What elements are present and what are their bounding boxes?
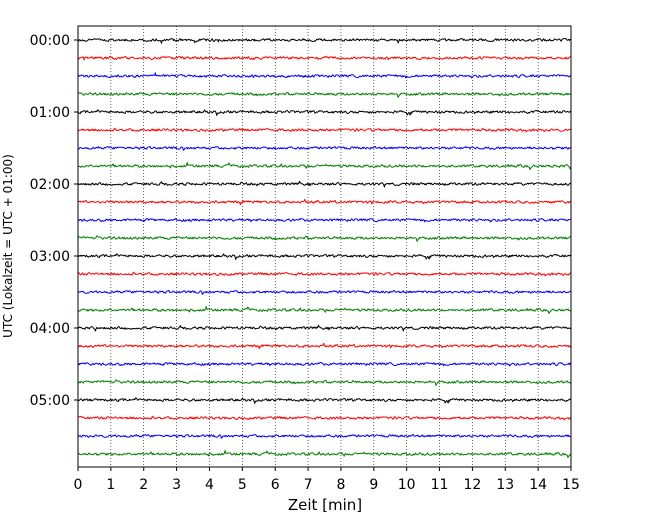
trace-0230 — [77, 218, 572, 223]
x-tick-label: 1 — [106, 477, 115, 493]
trace-0015 — [77, 55, 572, 61]
y-tick-label: 04:00 — [30, 321, 70, 337]
trace-0345 — [77, 305, 572, 315]
y-axis-ticks: 00:00 01:00 02:00 03:00 04:00 05:00 — [30, 33, 78, 409]
x-axis-ticks: 0 1 2 3 4 5 6 7 8 9 10 11 12 13 14 15 — [74, 467, 580, 493]
trace-0030 — [77, 72, 572, 79]
trace-0500 — [77, 397, 572, 404]
trace-0245 — [77, 235, 572, 242]
x-tick-label: 10 — [398, 477, 416, 493]
y-tick-label: 01:00 — [30, 105, 70, 121]
trace-0315 — [77, 271, 572, 277]
trace-0545 — [77, 449, 572, 459]
x-tick-label: 4 — [205, 477, 214, 493]
trace-0530 — [77, 433, 572, 439]
trace-0300 — [77, 253, 572, 260]
trace-0515 — [77, 415, 572, 421]
trace-0000 — [77, 38, 572, 44]
trace-0130 — [77, 145, 572, 151]
y-tick-label: 00:00 — [30, 33, 70, 49]
trace-0045 — [77, 91, 572, 98]
plot-frame — [77, 25, 572, 468]
x-tick-label: 13 — [496, 477, 514, 493]
trace-0330 — [77, 289, 571, 295]
trace-0400 — [77, 324, 572, 332]
trace-0430 — [77, 362, 572, 367]
x-tick-label: 8 — [336, 477, 345, 493]
x-tick-label: 3 — [172, 477, 181, 493]
x-tick-label: 7 — [304, 477, 313, 493]
x-tick-label: 11 — [431, 477, 449, 493]
x-tick-label: 0 — [74, 477, 83, 493]
plot-background — [78, 26, 571, 467]
trace-0445 — [77, 379, 572, 386]
x-tick-label: 6 — [271, 477, 280, 493]
x-tick-label: 14 — [529, 477, 547, 493]
x-tick-label: 12 — [463, 477, 481, 493]
trace-0115 — [77, 127, 572, 133]
x-tick-label: 9 — [369, 477, 378, 493]
trace-0145 — [77, 161, 572, 171]
y-tick-label: 02:00 — [30, 177, 70, 193]
x-tick-label: 5 — [238, 477, 247, 493]
trace-0215 — [77, 198, 572, 206]
y-tick-label: 05:00 — [30, 393, 70, 409]
y-axis-label: UTC (Lokalzeit = UTC + 01:00) — [1, 154, 15, 338]
x-axis-label: Zeit [min] — [288, 496, 362, 514]
trace-0100 — [77, 109, 572, 116]
trace-0415 — [77, 342, 572, 350]
trace-0200 — [77, 180, 572, 188]
x-tick-label: 15 — [562, 477, 580, 493]
y-tick-label: 03:00 — [30, 249, 70, 265]
x-tick-label: 2 — [139, 477, 148, 493]
seismic-traces — [77, 38, 572, 459]
